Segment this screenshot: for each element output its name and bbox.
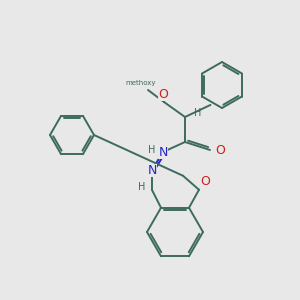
Text: O: O: [215, 143, 225, 157]
Text: methoxy: methoxy: [126, 80, 156, 86]
Text: O: O: [158, 88, 168, 101]
Text: N: N: [147, 164, 157, 176]
Text: O: O: [200, 175, 210, 188]
Text: H: H: [194, 108, 201, 118]
Text: H: H: [138, 182, 145, 192]
Text: H: H: [148, 145, 155, 155]
Text: N: N: [158, 146, 168, 158]
